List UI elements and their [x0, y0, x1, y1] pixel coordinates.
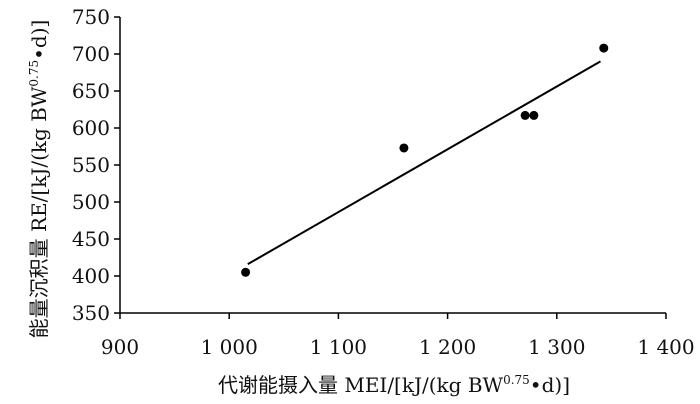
data-point [241, 267, 251, 277]
data-points [241, 43, 609, 277]
y-tick-label: 350 [72, 301, 110, 325]
x-tick-label: 1 200 [419, 335, 476, 359]
data-point [399, 143, 409, 153]
y-tick-label: 400 [72, 264, 110, 288]
x-tick-label: 900 [101, 335, 139, 359]
x-tick-label: 1 000 [201, 335, 258, 359]
regression-line-group [247, 60, 601, 266]
x-axis-ticks: 900 1 000 1 100 1 200 1 300 1 400 [101, 313, 695, 359]
y-tick-label: 650 [72, 79, 110, 103]
y-tick-label: 600 [72, 116, 110, 140]
x-axis-title: 代谢能摄入量 MEI/[kJ/(kg BW0.75•d)] [218, 373, 570, 397]
x-tick-label: 1 100 [310, 335, 367, 359]
y-axis-ticks: 350 400 450 500 550 600 650 700 750 [72, 5, 120, 325]
y-tick-label: 500 [72, 190, 110, 214]
x-tick-label: 1 300 [528, 335, 585, 359]
regression-line [247, 60, 601, 266]
y-tick-label: 700 [72, 42, 110, 66]
data-point [520, 110, 530, 120]
y-axis-title: 能量沉积量 RE/[kJ/(kg BW0.75•d)] [27, 20, 51, 339]
y-tick-label: 550 [72, 153, 110, 177]
axes [119, 17, 666, 314]
data-point [599, 43, 609, 53]
x-tick-label: 1 400 [637, 335, 694, 359]
data-point [529, 110, 539, 120]
y-tick-label: 450 [72, 227, 110, 251]
y-tick-label: 750 [72, 5, 110, 29]
